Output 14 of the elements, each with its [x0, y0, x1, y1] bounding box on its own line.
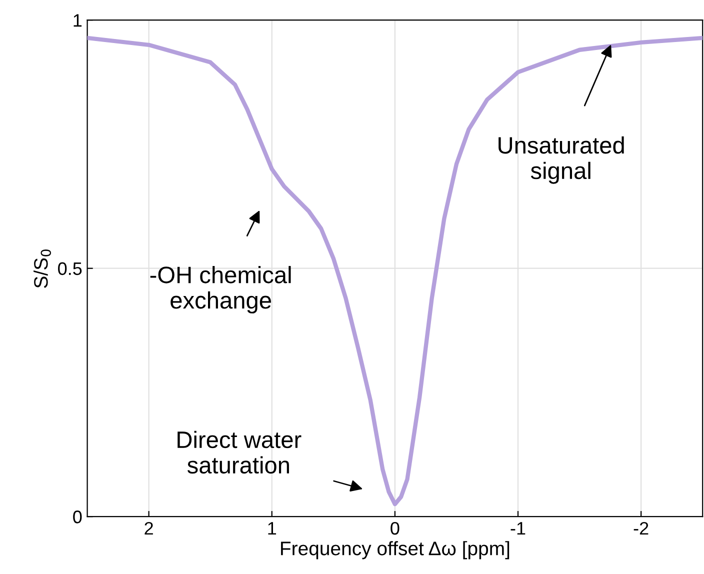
y-tick-label: 1: [74, 14, 82, 27]
line-series: [87, 36, 703, 506]
x-axis-title: Frequency offset Δω [ppm]: [281, 541, 510, 560]
y-tick-label: 0.5: [58, 262, 82, 276]
x-tick-label: 1: [268, 522, 276, 535]
y-axis-title: S/S$_{0}$: [34, 249, 52, 288]
x-tick-label: 2: [144, 522, 153, 535]
annotation: Direct water saturation: [178, 430, 302, 474]
y-tick-label: 0: [73, 510, 82, 524]
x-tick-label: 0: [390, 522, 400, 535]
x-tick-label: -2: [634, 522, 648, 535]
annotation: Unsaturated signal: [498, 136, 624, 184]
annotation: -OH chemical exchange: [150, 266, 291, 314]
x-tick-label: -1: [510, 522, 526, 535]
